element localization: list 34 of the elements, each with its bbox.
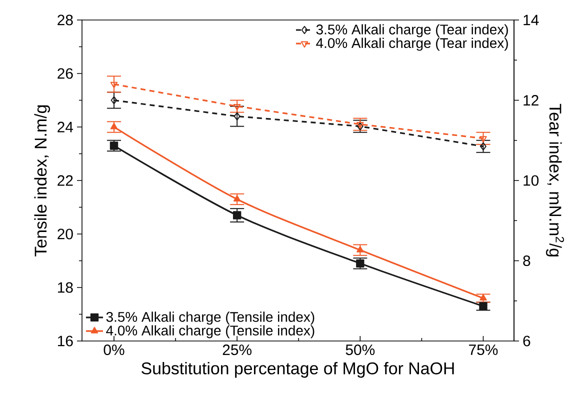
legend-label: 4.0% Alkali charge (Tear index) (316, 38, 508, 51)
x-tick-label: 50% (346, 344, 375, 356)
y-axis-title: Tensile index, N.m/g (34, 105, 50, 256)
x-tick-label: 25% (222, 344, 252, 356)
point (480, 142, 486, 150)
point (110, 96, 118, 104)
x-axis-title: Substitution percentage of MgO for NaOH (142, 362, 454, 378)
y-tick-label: 28 (58, 14, 73, 26)
y2-tick-label: 8 (523, 255, 530, 266)
legend-label: 3.5% Alkali charge (Tensile index) (106, 312, 314, 325)
point (234, 112, 240, 120)
y2-tick-label: 10 (524, 175, 539, 186)
y-tick-label: 16 (58, 336, 73, 346)
point (356, 259, 364, 268)
point (110, 82, 118, 88)
y2-axis-title: Tear index, mN.m$^{2}$/g (546, 104, 564, 256)
legend-label: 4.0% Alkali charge (Tensile index) (106, 325, 314, 338)
point (232, 211, 242, 220)
point (356, 246, 364, 252)
y-tick-label: 24 (58, 122, 74, 132)
y2-tick-label: 6 (523, 336, 530, 346)
x-tick-label: 75% (469, 344, 498, 356)
point (233, 104, 241, 110)
y-tick-label: 22 (58, 175, 73, 186)
y-tick-label: 20 (58, 228, 73, 240)
y-tick-label: 26 (58, 68, 73, 79)
y-tick-label: 18 (58, 282, 73, 293)
point (233, 195, 241, 202)
point (480, 136, 487, 142)
x-tick-label: 0% (104, 344, 124, 356)
point (479, 302, 488, 310)
y2-tick-label: 12 (524, 95, 538, 106)
legend-label: 3.5% Alkali charge (Tear index) (316, 24, 508, 38)
y2-tick-label: 14 (524, 14, 539, 26)
